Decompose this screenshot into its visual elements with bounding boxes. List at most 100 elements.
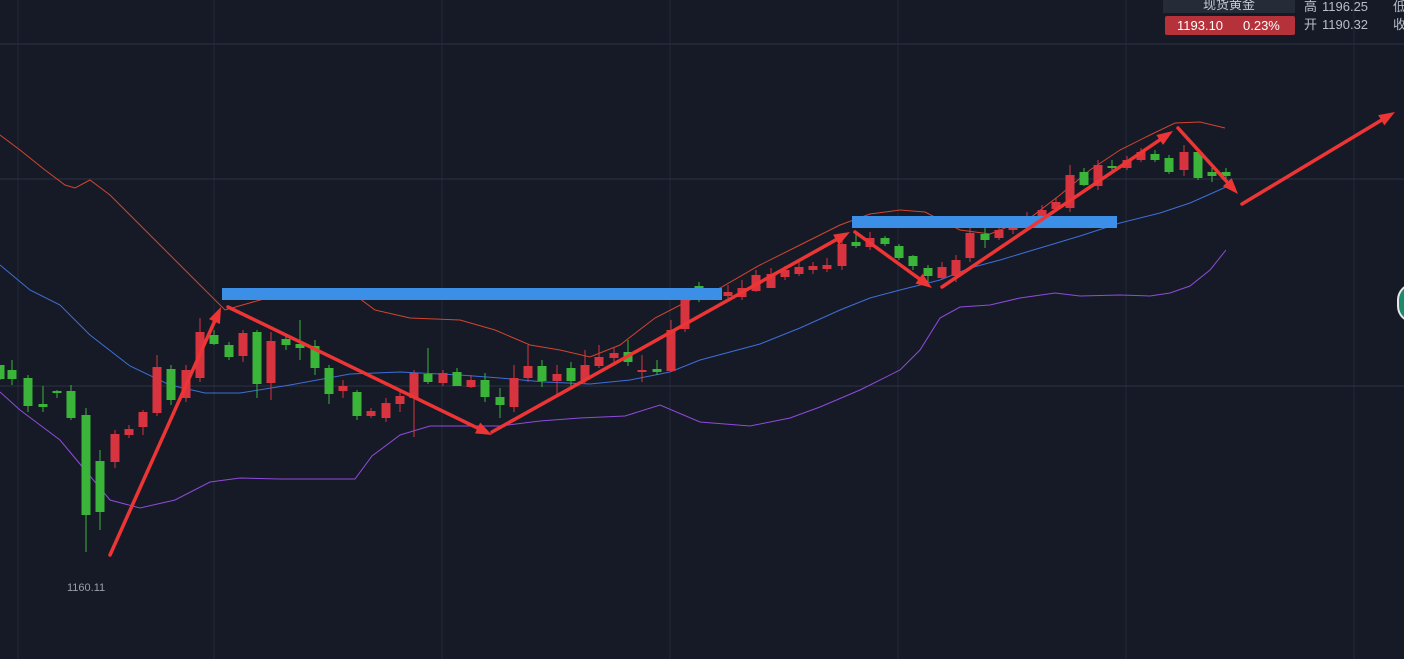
- arrow-head-0: [208, 307, 221, 325]
- arrow-shaft-4: [940, 138, 1162, 289]
- candle-body-63: [880, 238, 890, 244]
- last-price: 1193.10: [1177, 18, 1224, 33]
- arrow-shaft-3: [853, 230, 921, 281]
- candle-body-57: [794, 267, 804, 274]
- quote-panel: 现货黄金 1193.10 0.23% 高 1196.25 开 1190.32 低…: [1163, 0, 1404, 36]
- candle-body-17: [224, 345, 234, 357]
- candle-body-38: [523, 366, 533, 378]
- arrow-shaft-0: [108, 319, 217, 557]
- candle-body-16: [209, 335, 219, 344]
- candle-body-66: [923, 268, 933, 276]
- candle-body-55: [766, 274, 776, 288]
- arrow-head-5: [1222, 178, 1238, 194]
- candle-body-67: [937, 267, 947, 278]
- candle-body-24: [324, 368, 334, 394]
- candle-body-22: [295, 344, 305, 348]
- candle-body-46: [637, 370, 647, 372]
- candle-body-64: [894, 246, 904, 258]
- candle-body-75: [1051, 202, 1061, 209]
- candle-body-52: [723, 292, 733, 296]
- price-badge: 1193.10 0.23%: [1165, 16, 1295, 35]
- candle-body-84: [1179, 152, 1189, 170]
- candle-body-20: [266, 341, 276, 383]
- candle-body-78: [1093, 165, 1103, 186]
- candle-body-44: [609, 353, 619, 358]
- candle-body-8: [95, 461, 105, 512]
- candle-body-85: [1193, 152, 1203, 178]
- candle-body-10: [124, 429, 134, 435]
- candle-body-3: [23, 378, 33, 406]
- arrow-shaft-2: [490, 238, 838, 434]
- candle-body-9: [110, 434, 120, 462]
- high-label: 高: [1304, 0, 1318, 14]
- candle-body-32: [438, 373, 448, 383]
- candle-body-70: [980, 234, 990, 240]
- candle-body-59: [822, 265, 832, 269]
- candle-body-35: [480, 380, 490, 397]
- candle-body-49: [680, 300, 690, 329]
- candle-body-76: [1065, 175, 1075, 208]
- candle-body-77: [1079, 172, 1089, 185]
- arrow-head-3: [915, 273, 932, 288]
- candle-body-43: [594, 357, 604, 366]
- candle-body-86: [1207, 172, 1217, 176]
- change-percent: 0.23%: [1243, 18, 1280, 33]
- candle-body-61: [851, 242, 861, 246]
- arrow-head-1: [474, 422, 492, 435]
- candle-body-79: [1107, 166, 1117, 168]
- candle-body-37: [509, 378, 519, 407]
- candle-body-47: [652, 369, 662, 372]
- candle-body-42: [580, 365, 590, 380]
- low-price-annotation: 1160.11: [67, 582, 106, 594]
- candle-body-31: [423, 374, 433, 382]
- candle-body-5: [52, 391, 62, 393]
- arrow-shaft-1: [226, 305, 480, 430]
- candle-body-7: [81, 415, 91, 515]
- candle-body-28: [381, 403, 391, 418]
- candle-body-60: [837, 244, 847, 266]
- candle-body-56: [780, 270, 790, 277]
- level-bar-1: [852, 216, 1117, 228]
- candle-body-26: [352, 392, 362, 416]
- arrow-head-2: [833, 232, 850, 246]
- candle-body-6: [66, 391, 76, 418]
- arrow-head-4: [1156, 131, 1173, 145]
- arrow-shaft-6: [1240, 118, 1384, 206]
- symbol-title: 现货黄金: [1163, 0, 1295, 13]
- candle-body-12: [152, 367, 162, 413]
- candle-body-27: [366, 411, 376, 416]
- upper-band-line: [0, 121, 1226, 358]
- candle-body-18: [238, 333, 248, 356]
- open-label: 开: [1304, 17, 1318, 32]
- candle-body-21: [281, 339, 291, 345]
- candle-body-25: [338, 386, 348, 391]
- close-label: 收: [1393, 17, 1404, 32]
- candle-body-34: [466, 380, 476, 387]
- candle-body-23: [310, 346, 320, 368]
- candle-body-40: [552, 374, 562, 381]
- candle-body-69: [965, 233, 975, 258]
- candle-body-29: [395, 396, 405, 404]
- open-value: 1190.32: [1322, 17, 1369, 32]
- candle-body-30: [409, 373, 419, 398]
- middle-band-line: [0, 186, 1227, 394]
- arrow-head-6: [1378, 112, 1395, 126]
- candle-body-2: [7, 370, 17, 379]
- candle-body-68: [951, 260, 961, 276]
- candle-body-82: [1150, 154, 1160, 160]
- candle-body-81: [1136, 152, 1146, 160]
- lower-band-line: [0, 249, 1227, 509]
- arrow-shaft-5: [1176, 126, 1229, 184]
- level-bar-0: [222, 288, 722, 300]
- candle-body-48: [666, 330, 676, 371]
- candle-body-19: [252, 332, 262, 384]
- candle-body-65: [908, 256, 918, 266]
- candle-body-41: [566, 368, 576, 381]
- candle-body-74: [1037, 210, 1047, 218]
- candle-body-58: [808, 266, 818, 270]
- candle-body-13: [166, 369, 176, 400]
- candle-body-11: [138, 412, 148, 427]
- candle-body-39: [537, 366, 547, 381]
- candle-body-83: [1164, 158, 1174, 172]
